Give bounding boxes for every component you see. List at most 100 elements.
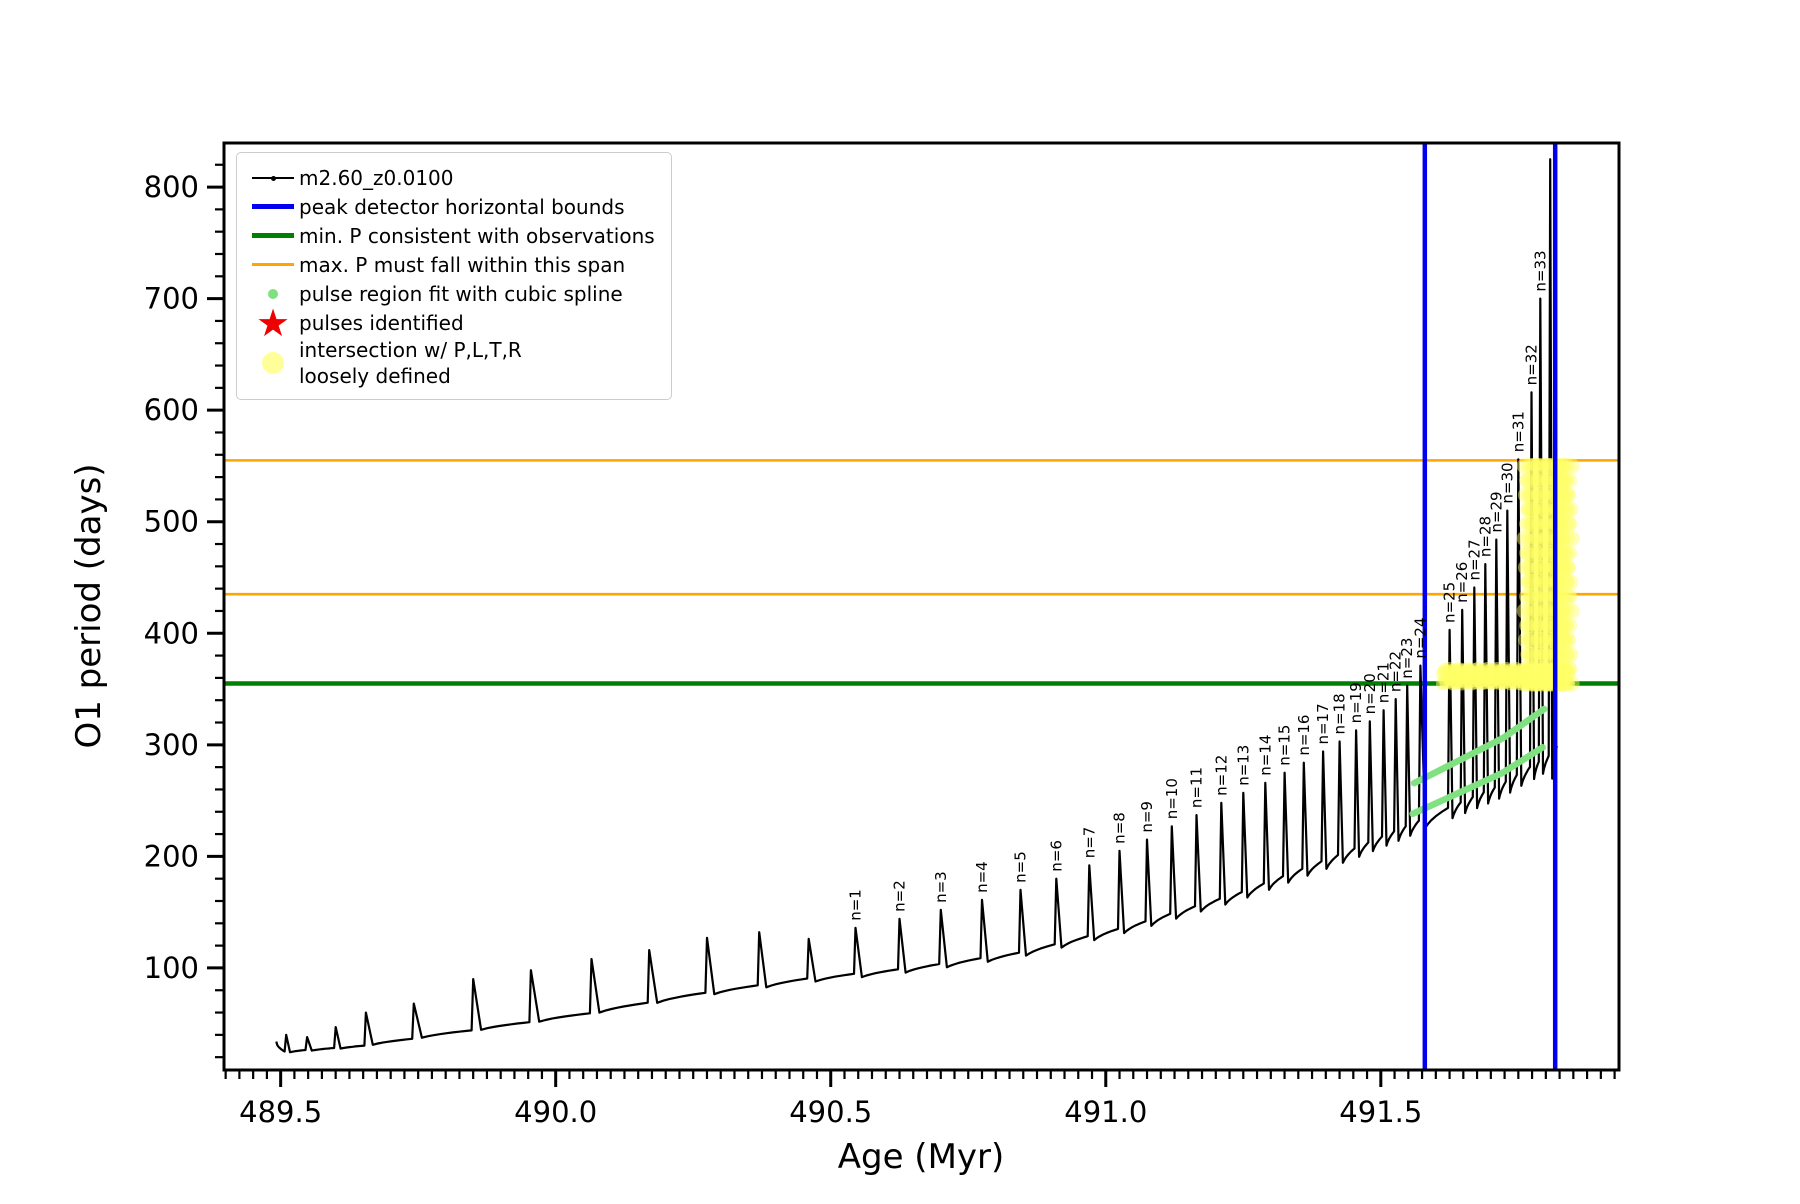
intersection-dot: [1559, 631, 1576, 648]
legend-label: max. P must fall within this span: [299, 252, 626, 277]
intersection-dot: [1539, 515, 1556, 532]
line-black-legend-icon: [247, 175, 299, 181]
intersection-dot: [1553, 530, 1570, 547]
pulse-number-label: n=15: [1276, 725, 1294, 766]
y-tick-label: 400: [144, 616, 199, 650]
intersection-dot: [1526, 588, 1543, 605]
intersection-dot: [1536, 660, 1553, 677]
intersection-dot: [1561, 588, 1578, 605]
intersection-dot: [1539, 660, 1556, 677]
y-tick-label: 700: [144, 282, 199, 316]
intersection-dot: [1528, 617, 1545, 634]
intersection-dot: [1557, 544, 1574, 561]
intersection-dot: [1532, 472, 1549, 489]
intersection-dot: [1562, 573, 1579, 590]
intersection-dot: [1536, 617, 1553, 634]
intersection-dot: [1529, 573, 1546, 590]
intersection-dot: [1529, 646, 1546, 663]
pulse-number-label: n=6: [1047, 840, 1065, 872]
legend-label: m2.60_z0.0100: [299, 165, 454, 190]
intersection-dot: [1530, 530, 1547, 547]
intersection-dot: [1530, 486, 1547, 503]
intersection-dot: [1553, 646, 1570, 663]
intersection-dot: [1525, 501, 1542, 518]
intersection-dot: [1524, 617, 1541, 634]
intersection-dot: [1529, 457, 1546, 474]
intersection-dot: [1538, 457, 1555, 474]
pulse-number-label: n=16: [1295, 715, 1313, 756]
intersection-dot: [1525, 602, 1542, 619]
intersection-dot: [1537, 602, 1554, 619]
intersection-dot: [1538, 559, 1555, 576]
intersection-dot: [1524, 588, 1541, 605]
intersection-dot: [1559, 559, 1576, 576]
intersection-dot: [1555, 559, 1572, 576]
intersection-dot: [1522, 559, 1539, 576]
intersection-dot: [1534, 559, 1551, 576]
legend-label: pulse region fit with cubic spline: [299, 281, 623, 306]
dot-green-legend-icon: [247, 288, 299, 299]
intersection-dot: [1526, 457, 1543, 474]
y-tick-label: 600: [144, 393, 199, 427]
axes-frame: [222, 141, 1621, 1072]
pulse-number-label: n=1: [846, 889, 864, 921]
intersection-dot: [1558, 530, 1575, 547]
intersection-dot: [1530, 559, 1547, 576]
intersection-dot: [1535, 588, 1552, 605]
x-tick-label: 490.0: [514, 1095, 597, 1129]
pulse-number-label: n=32: [1523, 344, 1541, 385]
intersection-dot: [1561, 666, 1576, 681]
intersection-dot: [1516, 675, 1533, 692]
intersection-dot: [1521, 457, 1538, 474]
y-tick-label: 300: [144, 728, 199, 762]
pulse-number-label: n=8: [1111, 812, 1129, 844]
intersection-dot: [1534, 486, 1551, 503]
intersection-dot: [1528, 472, 1545, 489]
intersection-dot: [1521, 501, 1538, 518]
intersection-dot: [1533, 602, 1550, 619]
intersection-dot: [1535, 660, 1552, 677]
star-red-legend-icon: ★: [255, 300, 291, 345]
legend-item-5: ★ pulses identified: [247, 300, 655, 345]
intersection-dot: [1524, 573, 1541, 590]
legend-label: pulses identified: [299, 310, 464, 335]
intersection-dot: [1519, 544, 1536, 561]
pulse-number-label: n=27: [1465, 539, 1483, 580]
intersection-dot: [1563, 530, 1580, 547]
intersection-dot: [1560, 660, 1577, 677]
intersection-dot: [1533, 457, 1550, 474]
intersection-dot: [1527, 660, 1544, 677]
intersection-dot: [1553, 472, 1570, 489]
intersection-dot: [1553, 602, 1570, 619]
intersection-dot: [1526, 486, 1543, 503]
intersection-dot: [1558, 573, 1575, 590]
intersection-dot: [1526, 515, 1543, 532]
intersection-dot: [1540, 660, 1557, 677]
intersection-dot: [1556, 559, 1573, 576]
intersection-dot: [1535, 515, 1552, 532]
intersection-dot: [1527, 544, 1544, 561]
intersection-dot: [1557, 573, 1574, 590]
pulse-number-label: n=25: [1441, 582, 1459, 623]
intersection-dot: [1517, 631, 1534, 648]
legend-item-4: pulse region fit with cubic spline: [247, 279, 655, 308]
pulse-number-label: n=23: [1398, 638, 1416, 679]
legend-item-0: m2.60_z0.0100: [247, 163, 655, 192]
intersection-dot: [1531, 631, 1548, 648]
intersection-dot: [1563, 457, 1580, 474]
intersection-dot: [1555, 631, 1572, 648]
intersection-dot: [1531, 660, 1548, 677]
intersection-dot: [1561, 472, 1578, 489]
line-blue-legend-icon: [247, 204, 299, 209]
legend-item-1: peak detector horizontal bounds: [247, 192, 655, 221]
intersection-dot: [1561, 617, 1578, 634]
intersection-dot: [1556, 631, 1573, 648]
intersection-dot: [1556, 660, 1573, 677]
line-green-legend-icon: [247, 233, 299, 238]
y-tick-label: 500: [144, 505, 199, 539]
legend-label: intersection w/ P,L,T,R loosely defined: [299, 338, 522, 388]
intersection-dot: [1558, 646, 1575, 663]
legend-label: peak detector horizontal bounds: [299, 194, 625, 219]
